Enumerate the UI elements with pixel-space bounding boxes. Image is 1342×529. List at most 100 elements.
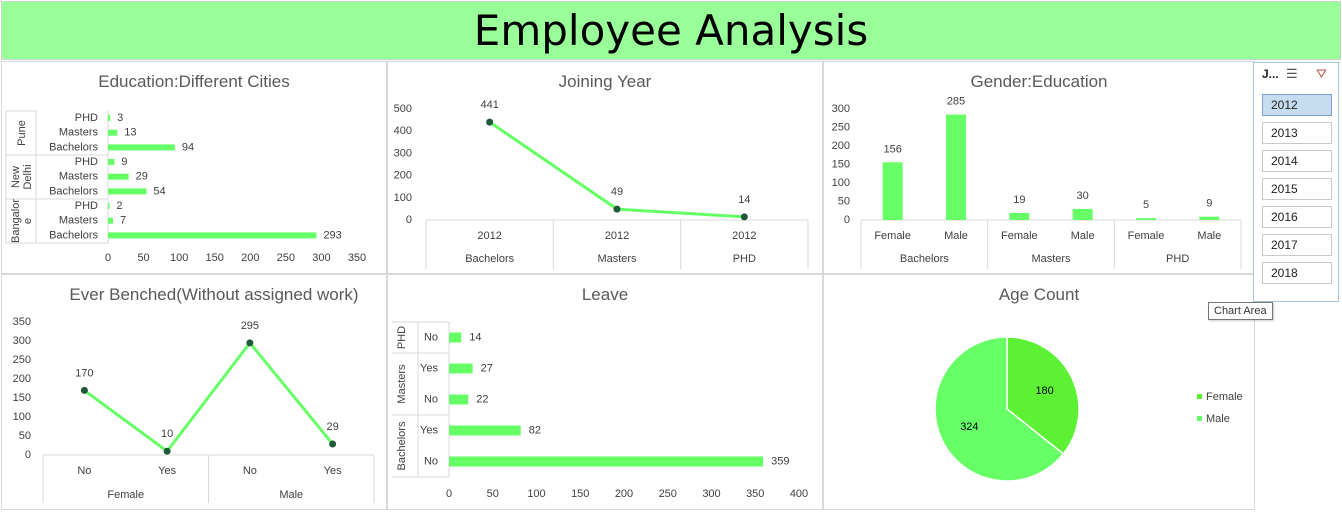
dashboard-title-banner: Employee Analysis bbox=[1, 1, 1341, 60]
age-count-chart[interactable]: Age Count 180 Female 324 Male bbox=[823, 274, 1255, 510]
tick-label: Bachelors bbox=[49, 141, 98, 153]
joining-year-chart[interactable]: Joining Year 0 100 200 300 400 500 441 2012 Bach… bbox=[387, 61, 823, 274]
bar bbox=[449, 425, 521, 436]
tick-label: 250 bbox=[13, 354, 31, 366]
gender-education-chart[interactable]: Gender:Education 0 50 100 150 200 250 300 Bache… bbox=[823, 61, 1255, 274]
leave-chart[interactable]: Leave PHD No 14 Masters Yes 27 No 22 Bachelors Ye… bbox=[387, 274, 823, 510]
tick-label: 300 bbox=[312, 252, 330, 264]
slicer-item-2016[interactable]: 2016 bbox=[1262, 206, 1332, 228]
education-cities-plot: Pune PHD 3 Masters 13 Bachelors 94 New Delhi PHD 9… bbox=[5, 110, 366, 264]
group-label: Male bbox=[279, 489, 303, 501]
data-label: 29 bbox=[136, 171, 148, 183]
tick-label: 100 bbox=[527, 488, 545, 500]
tick-label: 100 bbox=[13, 411, 31, 423]
chart-title: Age Count bbox=[998, 285, 1080, 304]
year-slicer[interactable]: J... ☰ ⛛ 2012 2013 2014 2015 2016 2017 2018 bbox=[1253, 62, 1339, 302]
legend-label: Male bbox=[1206, 413, 1230, 425]
tick-label: 350 bbox=[13, 316, 31, 328]
slicer-item-2017[interactable]: 2017 bbox=[1262, 234, 1332, 256]
slicer-header: J... bbox=[1262, 67, 1279, 81]
data-label: 9 bbox=[1206, 198, 1212, 210]
tick-label: 200 bbox=[241, 252, 259, 264]
tick-label: Female bbox=[1128, 230, 1165, 242]
bar bbox=[108, 188, 147, 195]
tick-label: 200 bbox=[615, 488, 633, 500]
tick-label: Yes bbox=[420, 425, 438, 437]
slicer-item-2014[interactable]: 2014 bbox=[1262, 150, 1332, 172]
multi-select-icon[interactable]: ☰ bbox=[1286, 66, 1298, 81]
bar bbox=[108, 144, 175, 151]
data-point bbox=[613, 205, 621, 213]
pie-slice bbox=[934, 336, 1065, 482]
bar bbox=[108, 159, 115, 165]
tick-label: Masters bbox=[59, 171, 99, 183]
tick-label: Yes bbox=[324, 465, 342, 477]
group-label: Masters bbox=[1031, 253, 1071, 265]
group-label: Bachelors bbox=[900, 253, 949, 265]
tick-label: Female bbox=[1001, 230, 1038, 242]
group-label: New bbox=[10, 166, 22, 188]
tick-label: No bbox=[424, 394, 438, 406]
tick-label: 400 bbox=[790, 488, 808, 500]
group-label: PHD bbox=[396, 326, 408, 349]
data-point bbox=[246, 339, 254, 347]
group-label: Female bbox=[107, 489, 144, 501]
data-label: 295 bbox=[241, 320, 259, 332]
tick-label: 350 bbox=[746, 488, 764, 500]
clear-filter-icon[interactable]: ⛛ bbox=[1316, 66, 1327, 81]
tick-label: 200 bbox=[13, 373, 31, 385]
data-point bbox=[80, 386, 88, 394]
group-label: PHD bbox=[1166, 253, 1189, 265]
tick-label: 200 bbox=[394, 170, 412, 182]
tick-label: 250 bbox=[832, 122, 850, 134]
group-label: PHD bbox=[733, 253, 756, 265]
tick-label: 250 bbox=[659, 488, 677, 500]
data-label: 30 bbox=[1077, 190, 1089, 202]
tick-label: 2012 bbox=[477, 230, 501, 242]
data-label: 10 bbox=[161, 428, 173, 440]
tick-label: Bachelors bbox=[49, 185, 98, 197]
tick-label: Male bbox=[944, 230, 968, 242]
bar bbox=[449, 332, 462, 343]
data-label: 7 bbox=[120, 215, 126, 227]
tick-label: 0 bbox=[844, 214, 850, 226]
tick-label: 150 bbox=[832, 159, 850, 171]
bar bbox=[108, 173, 129, 180]
tick-label: 300 bbox=[394, 147, 412, 159]
data-label: 54 bbox=[153, 185, 165, 197]
education-cities-chart[interactable]: Education:Different Cities Pune PHD 3 Maste… bbox=[1, 61, 387, 274]
data-point bbox=[486, 118, 494, 126]
slicer-item-2012[interactable]: 2012 bbox=[1262, 94, 1332, 116]
gender-education-plot: 0 50 100 150 200 250 300 Bachelors 156 Female 285 M… bbox=[832, 96, 1242, 269]
slicer-item-2018[interactable]: 2018 bbox=[1262, 262, 1332, 284]
chart-title: Joining Year bbox=[558, 72, 652, 91]
tick-label: Yes bbox=[158, 465, 176, 477]
chart-title: Ever Benched(Without assigned work) bbox=[69, 285, 359, 304]
data-label: 324 bbox=[960, 421, 978, 433]
tick-label: 50 bbox=[487, 488, 499, 500]
group-label: Masters bbox=[597, 253, 637, 265]
slicer-item-2013[interactable]: 2013 bbox=[1262, 122, 1332, 144]
data-point bbox=[329, 440, 337, 448]
data-label: 441 bbox=[480, 99, 498, 111]
bar bbox=[946, 114, 966, 220]
data-label: 170 bbox=[75, 367, 93, 379]
bar bbox=[1199, 216, 1220, 220]
tick-label: 50 bbox=[137, 252, 149, 264]
ever-benched-chart[interactable]: Ever Benched(Without assigned work) 0 50 1… bbox=[1, 274, 387, 510]
data-label: 49 bbox=[611, 186, 623, 198]
bar bbox=[882, 162, 903, 220]
tick-label: Male bbox=[1071, 230, 1095, 242]
series-line bbox=[488, 120, 745, 219]
slicer-item-2015[interactable]: 2015 bbox=[1262, 178, 1332, 200]
chart-title: Leave bbox=[581, 285, 629, 304]
data-label: 82 bbox=[529, 425, 541, 437]
data-label: 293 bbox=[323, 229, 341, 241]
tick-label: 100 bbox=[394, 192, 412, 204]
group-label: Delhi bbox=[22, 164, 34, 189]
tick-label: 100 bbox=[832, 177, 850, 189]
tick-label: 350 bbox=[348, 252, 366, 264]
bar bbox=[108, 203, 110, 209]
group-label: Bachelors bbox=[465, 253, 514, 265]
tick-label: 200 bbox=[832, 140, 850, 152]
